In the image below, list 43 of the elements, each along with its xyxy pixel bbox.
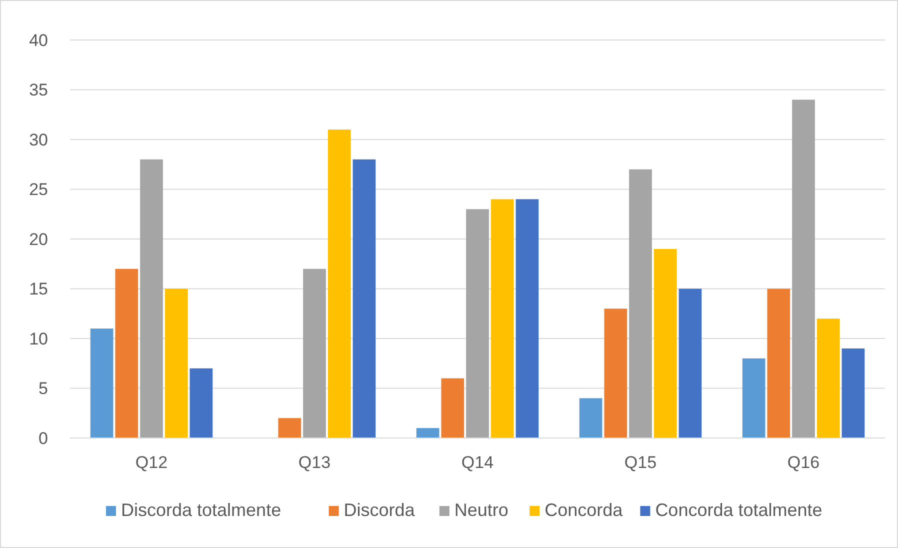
bar [164, 288, 188, 438]
x-tick-label: Q16 [787, 453, 820, 472]
x-tick-label: Q12 [135, 453, 168, 472]
bar [654, 248, 677, 438]
bar [792, 100, 815, 438]
x-tick-label: Q15 [624, 453, 657, 472]
bar [278, 418, 302, 438]
bar [90, 328, 114, 438]
bar [303, 268, 326, 438]
y-tick-label: 5 [38, 379, 48, 398]
y-tick-label: 25 [29, 180, 48, 200]
legend-label: Discorda totalmente [121, 500, 282, 520]
y-tick-label: 20 [29, 230, 48, 249]
bar [767, 288, 790, 438]
x-tick-label: Q14 [461, 453, 494, 472]
bar [190, 368, 213, 438]
bar [328, 130, 351, 438]
bar [678, 288, 702, 438]
legend-label: Concorda [544, 500, 624, 520]
legend-label: Neutro [454, 500, 508, 520]
bar [742, 358, 766, 438]
bar [416, 428, 440, 438]
y-tick-label: 40 [29, 30, 48, 50]
x-tick-label: Q13 [298, 453, 331, 472]
y-tick-label: 15 [29, 280, 48, 299]
legend-label: Discorda [344, 500, 416, 520]
bar [516, 199, 539, 438]
bar [466, 209, 489, 438]
bar [140, 159, 163, 438]
bar [816, 318, 840, 438]
bar [604, 308, 628, 438]
bar [629, 169, 652, 438]
bar [352, 159, 376, 438]
y-tick-label: 30 [29, 130, 48, 150]
y-tick-label: 10 [29, 329, 48, 348]
bar [842, 348, 865, 438]
y-tick-label: 0 [38, 428, 48, 448]
y-tick-label: 35 [29, 80, 48, 100]
bar [115, 268, 138, 438]
legend-label: Concorda totalmente [655, 500, 822, 520]
bar [441, 378, 464, 438]
bar [490, 199, 514, 438]
bar [579, 398, 602, 438]
